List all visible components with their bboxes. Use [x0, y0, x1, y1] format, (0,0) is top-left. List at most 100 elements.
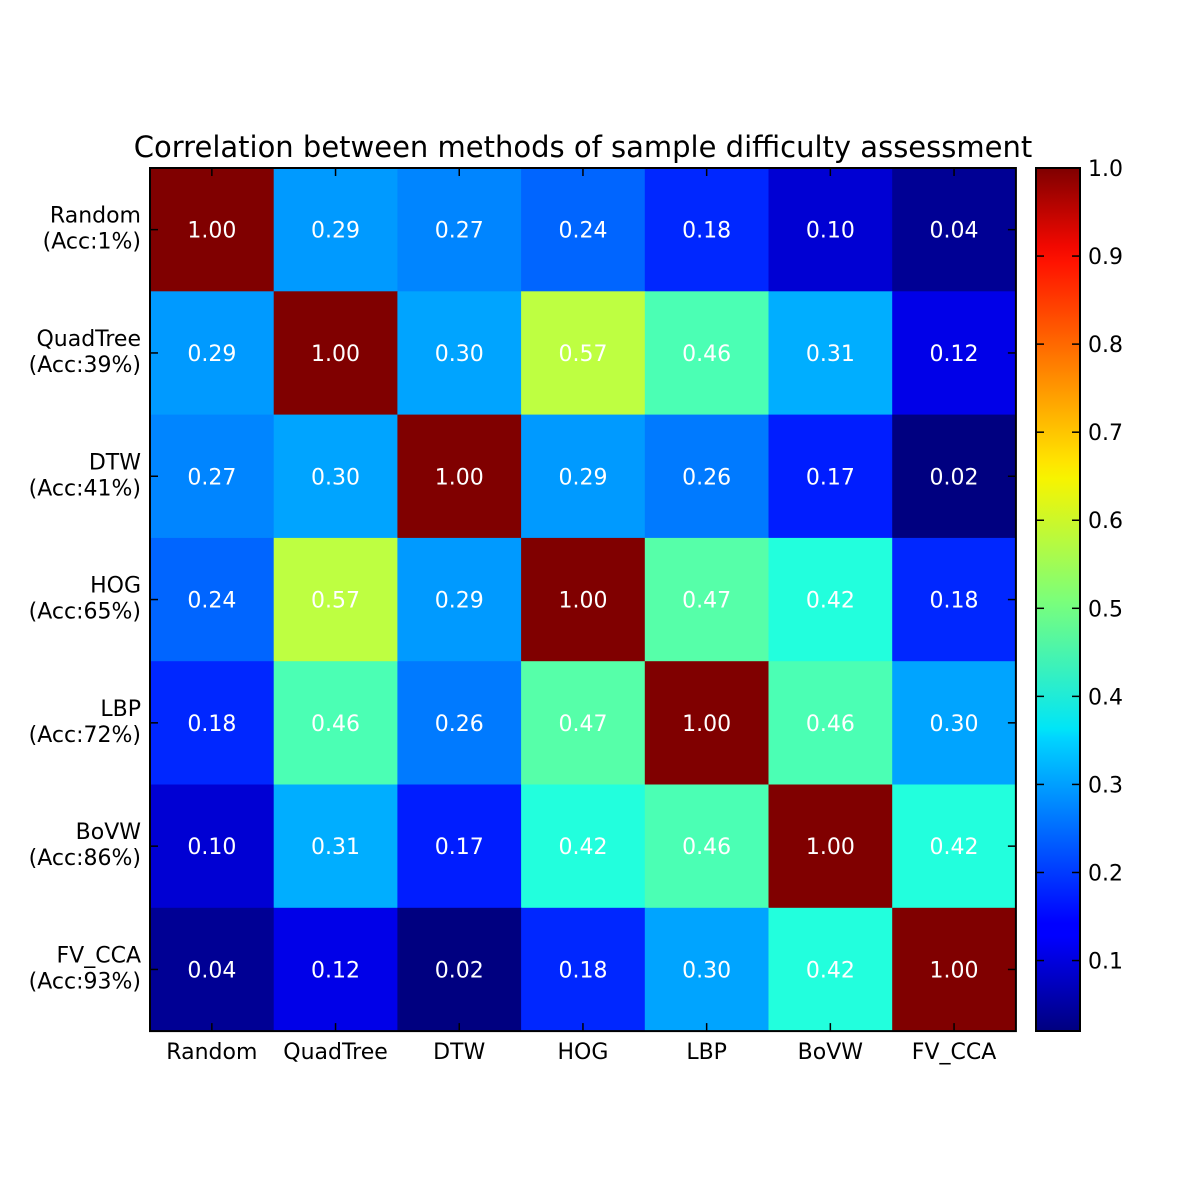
heatmap-cell-6-4	[644, 907, 770, 1032]
heatmap-cell-5-5	[768, 784, 893, 909]
colorbar-gradient	[1036, 168, 1080, 1031]
y-tick-label-1: QuadTree	[36, 327, 141, 352]
heatmap-cell-3-3	[521, 537, 646, 662]
cell-value-1-6: 0.12	[930, 342, 979, 367]
cell-value-3-0: 0.24	[187, 589, 236, 614]
colorbar-tick-label-9: 1.0	[1088, 157, 1123, 182]
heatmap-cell-1-0	[150, 291, 275, 416]
cell-value-6-5: 0.42	[806, 958, 855, 983]
colorbar-tick-label-0: 0.1	[1088, 950, 1123, 975]
heatmap-cells	[150, 168, 1017, 1032]
y-tick-label-4: LBP	[100, 697, 141, 722]
x-tick-label-2: DTW	[433, 1040, 485, 1065]
cell-value-3-3: 1.00	[558, 589, 607, 614]
y-tick-label-6: FV_CCA	[57, 943, 141, 968]
cell-value-3-4: 0.47	[682, 589, 731, 614]
cell-value-6-1: 0.12	[311, 958, 360, 983]
heatmap-cell-3-6	[892, 537, 1017, 662]
heatmap-axes: Random QuadTree DTW HOG LBP BoVW FV_CCA Random (…	[29, 167, 1017, 1065]
heatmap-cell-3-1	[273, 537, 398, 662]
heatmap-cell-4-5	[768, 661, 893, 786]
heatmap-cell-1-6	[892, 291, 1017, 416]
cell-value-6-6: 1.00	[930, 958, 979, 983]
cell-value-0-5: 0.10	[806, 219, 855, 244]
y-tick-acc-4: (Acc:72%)	[29, 723, 141, 748]
heatmap-cell-4-4	[644, 661, 770, 786]
heatmap-cell-2-5	[768, 414, 893, 539]
cell-value-4-0: 0.18	[187, 712, 236, 737]
heatmap-cell-4-0	[150, 661, 275, 786]
heatmap-cell-5-1	[273, 784, 398, 909]
heatmap-cell-4-1	[273, 661, 398, 786]
cell-value-2-2: 1.00	[435, 465, 484, 490]
cell-value-4-6: 0.30	[930, 712, 979, 737]
y-tick-label-5: BoVW	[76, 820, 142, 845]
colorbar-ticks: 0.1 0.2 0.3 0.4 0.5 0.6 0.7 0.8 0.9 1.0	[1036, 157, 1123, 975]
y-tick-acc-1: (Acc:39%)	[29, 353, 141, 378]
cell-value-0-1: 0.29	[311, 219, 360, 244]
cell-value-0-4: 0.18	[682, 219, 731, 244]
cell-value-3-5: 0.42	[806, 589, 855, 614]
heatmap-cell-3-5	[768, 537, 893, 662]
cell-value-4-4: 1.00	[682, 712, 731, 737]
heatmap-cell-0-1	[273, 168, 398, 292]
cell-value-5-6: 0.42	[930, 835, 979, 860]
heatmap-cell-labels: 1.00 0.29 0.27 0.24 0.18 0.10 0.04 0.29 1.00 0.30…	[187, 219, 978, 984]
cell-value-0-0: 1.00	[187, 219, 236, 244]
cell-value-2-0: 0.27	[187, 465, 236, 490]
heatmap-cell-4-2	[397, 661, 522, 786]
cell-value-5-2: 0.17	[435, 835, 484, 860]
cell-value-1-2: 0.30	[435, 342, 484, 367]
cell-value-1-5: 0.31	[806, 342, 855, 367]
heatmap-cell-6-0	[150, 907, 275, 1032]
y-tick-label-0: Random	[50, 204, 141, 229]
heatmap-cell-5-3	[521, 784, 646, 909]
cell-value-3-2: 0.29	[435, 589, 484, 614]
heatmap-cell-0-5	[768, 168, 893, 292]
heatmap-cell-6-1	[273, 907, 398, 1032]
colorbar-tick-label-7: 0.8	[1088, 333, 1123, 358]
heatmap-cell-3-2	[397, 537, 522, 662]
cell-value-5-0: 0.10	[187, 835, 236, 860]
cell-value-1-0: 0.29	[187, 342, 236, 367]
x-tick-label-6: FV_CCA	[912, 1040, 996, 1065]
heatmap-cell-2-6	[892, 414, 1017, 539]
y-tick-label-3: HOG	[90, 574, 141, 599]
x-tick-label-5: BoVW	[798, 1040, 864, 1065]
y-tick-acc-5: (Acc:86%)	[29, 846, 141, 871]
heatmap-cell-2-0	[150, 414, 275, 539]
cell-value-5-5: 1.00	[806, 835, 855, 860]
heatmap-cell-1-5	[768, 291, 893, 416]
heatmap-cell-1-4	[644, 291, 770, 416]
cell-value-2-4: 0.26	[682, 465, 731, 490]
cell-value-4-5: 0.46	[806, 712, 855, 737]
colorbar-tick-label-1: 0.2	[1088, 861, 1123, 886]
cell-value-2-1: 0.30	[311, 465, 360, 490]
colorbar-frame	[1035, 167, 1081, 1032]
cell-value-4-2: 0.26	[435, 712, 484, 737]
heatmap-cell-6-6	[892, 907, 1017, 1032]
heatmap-cell-5-6	[892, 784, 1017, 909]
y-tick-acc-2: (Acc:41%)	[29, 476, 141, 501]
cell-value-5-1: 0.31	[311, 835, 360, 860]
x-tick-label-1: QuadTree	[283, 1040, 388, 1065]
heatmap-cell-1-3	[521, 291, 646, 416]
heatmap-cell-4-3	[521, 661, 646, 786]
heatmap-cell-3-0	[150, 537, 275, 662]
cell-value-0-6: 0.04	[930, 219, 979, 244]
heatmap-cell-2-4	[644, 414, 770, 539]
colorbar: 0.1 0.2 0.3 0.4 0.5 0.6 0.7 0.8 0.9 1.0	[1035, 157, 1123, 1032]
colorbar-tick-label-2: 0.3	[1088, 773, 1123, 798]
cell-value-1-1: 1.00	[311, 342, 360, 367]
cell-value-1-3: 0.57	[558, 342, 607, 367]
cell-value-6-4: 0.30	[682, 958, 731, 983]
x-tick-label-0: Random	[166, 1040, 257, 1065]
heatmap-cell-2-3	[521, 414, 646, 539]
chart-title: Correlation between methods of sample di…	[134, 130, 1032, 164]
heatmap-cell-0-2	[397, 168, 522, 292]
heatmap-cell-1-2	[397, 291, 522, 416]
heatmap-cell-0-0	[150, 168, 275, 292]
cell-value-2-6: 0.02	[930, 465, 979, 490]
heatmap-cell-0-3	[521, 168, 646, 292]
